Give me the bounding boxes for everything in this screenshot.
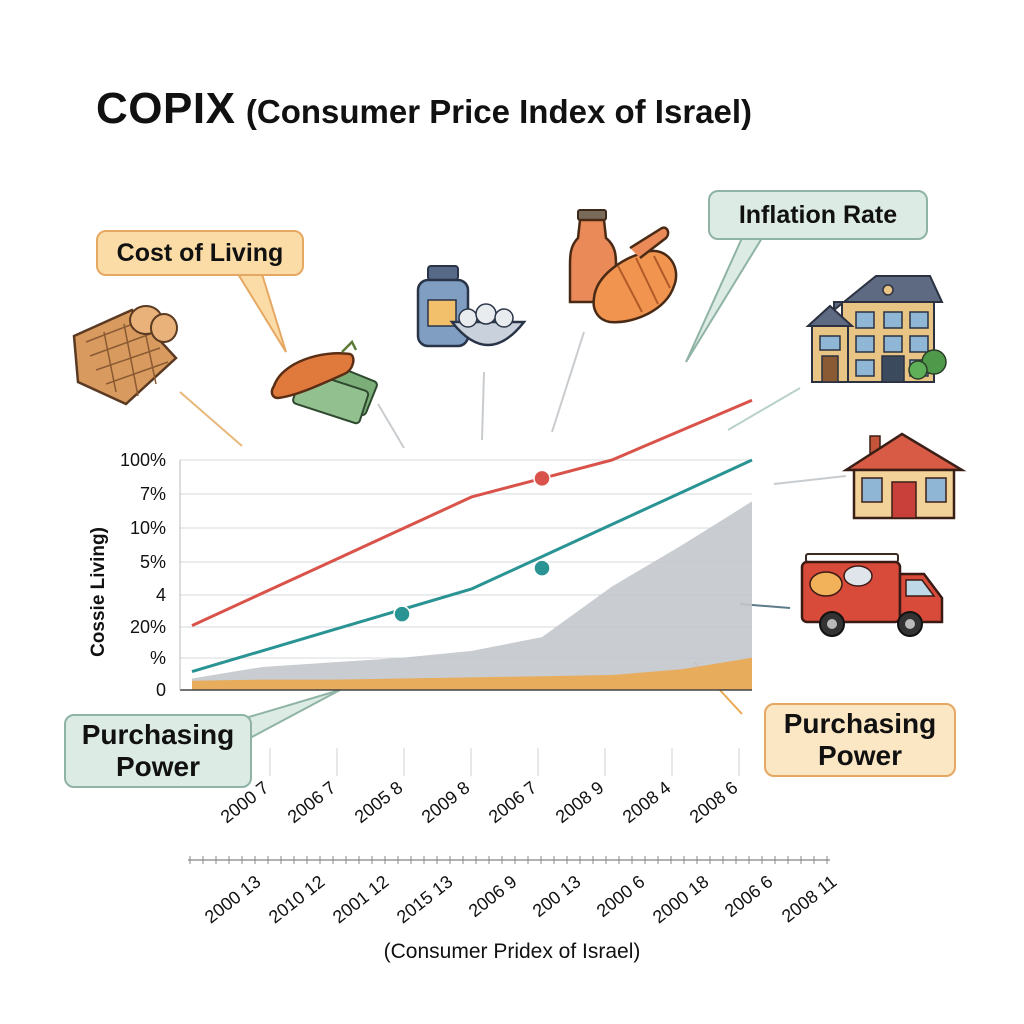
y-tick-label: 7% xyxy=(140,484,166,504)
page-title: COPIX (Consumer Price Index of Israel) xyxy=(96,84,752,134)
x-tick-label-lower: 2000 6 xyxy=(593,871,649,921)
y-axis-label: Cossie Living) xyxy=(88,527,109,657)
leader-line-house xyxy=(773,475,847,485)
inflation-callout-pointer xyxy=(685,237,764,363)
cost-callout-pointer xyxy=(236,273,287,353)
jar-and-bowl-icon xyxy=(416,265,527,348)
x-tick-label-upper: 2005 8 xyxy=(351,777,407,827)
x-tick-label-upper: 2009 8 xyxy=(418,777,474,827)
x-tick-label-lower: 2000 18 xyxy=(649,871,713,927)
sweet-potato-and-cash-icon xyxy=(270,339,378,425)
ruler-ticks xyxy=(189,856,828,864)
x-tick-label-lower: 200 13 xyxy=(529,871,585,921)
x-tick-label-upper: 2006 7 xyxy=(485,777,541,827)
y-tick-label: 20% xyxy=(130,617,166,637)
y-tick-label: 4 xyxy=(156,585,166,605)
apartment-building-icon xyxy=(805,275,947,383)
callout-purchasing-power-left: Purchasing Power xyxy=(64,714,252,788)
line-series-1 xyxy=(191,458,753,674)
callout-cost-text: Cost of Living xyxy=(116,238,284,267)
callout-inflation-text: Inflation Rate xyxy=(738,200,898,229)
y-tick-label: 100% xyxy=(120,450,166,470)
x-tick-label-lower: 2006 9 xyxy=(465,871,521,921)
delivery-truck-icon xyxy=(800,553,944,637)
bread-basket-icon xyxy=(72,305,178,406)
leader-line-bottle xyxy=(551,331,585,433)
leader-line-jar xyxy=(481,371,485,441)
series-marker-0-0 xyxy=(533,469,551,488)
leader-line-potato xyxy=(377,403,405,449)
x-tick-label-lower: 2000 13 xyxy=(201,871,265,927)
callout-cost-of-living: Cost of Living xyxy=(96,230,304,276)
y-tick-label: % xyxy=(150,648,166,668)
y-tick-label: 0 xyxy=(156,680,166,700)
area-series-0 xyxy=(192,501,752,690)
series-markers xyxy=(393,469,551,623)
callout-pp-left-text: Purchasing Power xyxy=(81,718,235,782)
title-main: COPIX xyxy=(96,84,236,133)
callout-purchasing-power-right: Purchasing Power xyxy=(764,703,956,777)
callout-pp-right-text: Purchasing Power xyxy=(783,707,937,771)
title-subtitle: (Consumer Price Index of Israel) xyxy=(245,93,753,130)
x-axis-caption: (Consumer Pridex of Israel) xyxy=(384,940,641,963)
house-icon xyxy=(841,432,967,520)
x-tick-label-lower: 2001 12 xyxy=(329,871,393,927)
x-tick-label-upper: 2008 6 xyxy=(686,777,742,827)
line-series xyxy=(191,398,753,674)
x-tick-label-lower: 2008 11 xyxy=(778,871,841,926)
callout-inflation-rate: Inflation Rate xyxy=(708,190,928,240)
x-tick-label-upper: 2006 7 xyxy=(284,777,340,827)
x-tick-labels-lower: 2000 13 2010 12 2001 12 2015 13 2006 9 200 13… xyxy=(201,871,841,927)
line-series-0 xyxy=(191,398,753,627)
x-tick-label-upper: 2008 4 xyxy=(619,777,675,827)
leader-line-bread xyxy=(179,391,243,447)
x-tick-label-lower: 2015 13 xyxy=(393,871,457,927)
y-tick-labels: 100% 7% 10% 5% 4 20%% 0 xyxy=(120,450,166,700)
area-series xyxy=(192,501,752,690)
y-tick-label: 10% xyxy=(130,518,166,538)
y-tick-label: 5% xyxy=(140,552,166,572)
series-marker-1-1 xyxy=(533,559,551,577)
x-drop-ticks xyxy=(269,748,740,776)
area-series-1 xyxy=(192,657,752,690)
bottle-and-loaf-icon xyxy=(568,209,678,324)
x-tick-label-upper: 2008 9 xyxy=(552,777,608,827)
x-tick-labels-upper: 2000 7 2006 7 2005 8 2009 8 2006 7 2008 9 2008… xyxy=(217,777,742,827)
leader-line-building xyxy=(727,387,801,431)
x-tick-label-lower: 2006 6 xyxy=(721,871,777,921)
series-marker-1-0 xyxy=(393,605,411,623)
x-tick-label-lower: 2010 12 xyxy=(265,871,329,927)
